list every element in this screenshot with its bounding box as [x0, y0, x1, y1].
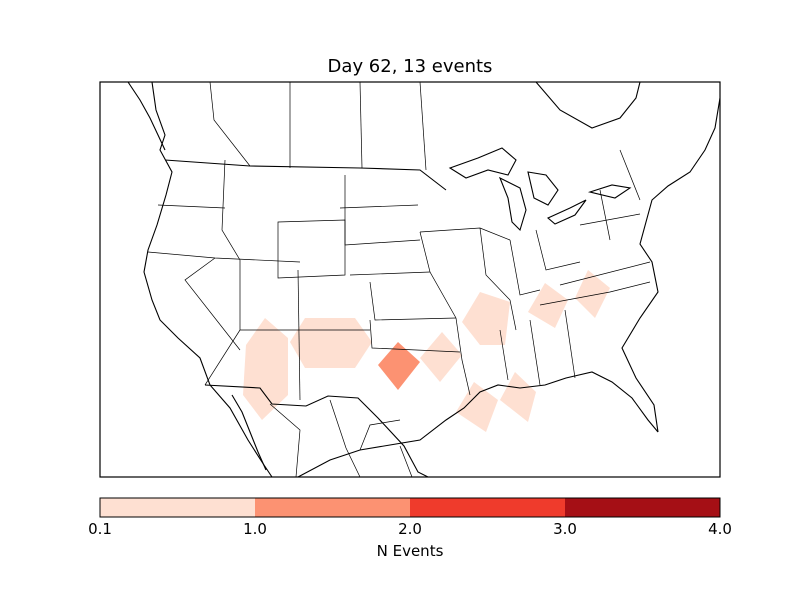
colorbar-segment [100, 498, 255, 517]
colorbar [100, 498, 720, 517]
colorbar-tick-label: 2.0 [398, 520, 422, 538]
colorbar-segment [410, 498, 565, 517]
event-region-north-texas [420, 332, 462, 382]
state-boundaries [147, 82, 651, 477]
map-frame [99, 81, 721, 478]
event-region-new-mexico-north [290, 318, 372, 368]
colorbar-label: N Events [376, 542, 444, 560]
colorbar-segment [255, 498, 410, 517]
event-region-southeast-texas [456, 382, 498, 432]
colorbar-tick-label: 4.0 [708, 520, 732, 538]
colorbar-tick-label: 1.0 [243, 520, 267, 538]
colorbar-tick-label: 0.1 [88, 520, 112, 538]
event-region-oklahoma-texas-border [378, 342, 420, 390]
event-region-tennessee [528, 283, 568, 328]
colorbar-segment [565, 498, 720, 517]
event-region-louisiana [500, 372, 536, 422]
coastlines [127, 82, 720, 477]
colorbar-tick-label: 3.0 [553, 520, 577, 538]
event-region-east-tennessee-virginia [575, 270, 610, 318]
colorbar-frame [99, 497, 721, 518]
event-regions [243, 270, 610, 432]
map-title: Day 62, 13 events [327, 56, 493, 77]
event-region-arkansas-missouri [462, 292, 510, 345]
event-region-arizona-new-mexico-border [243, 318, 288, 420]
